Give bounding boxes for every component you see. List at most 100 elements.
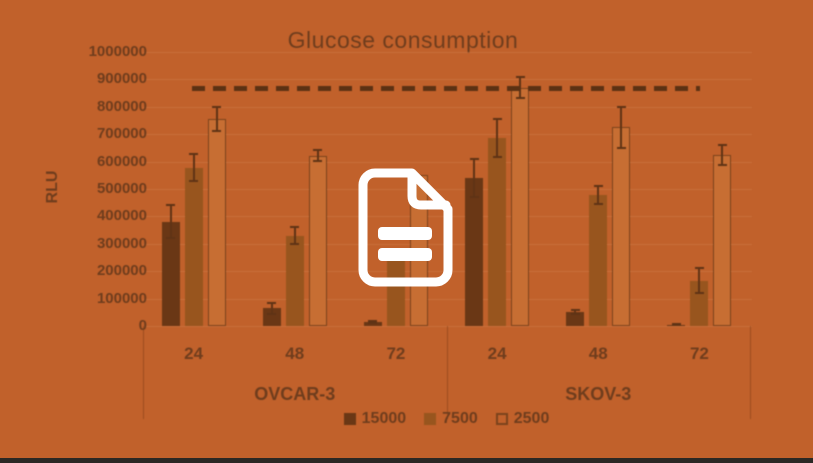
error-bar-cap <box>267 312 277 315</box>
error-bar-cap <box>368 322 378 325</box>
legend: 15000 7500 2500 <box>143 410 750 428</box>
error-bar <box>270 302 273 314</box>
error-bar-cap <box>290 242 300 245</box>
error-bar-cap <box>469 157 479 160</box>
error-bar-cap <box>267 301 277 304</box>
error-bar-cap <box>671 324 681 327</box>
document-outline <box>358 168 453 287</box>
error-bar-cap <box>212 105 222 108</box>
legend-item-2500: 2500 <box>495 410 550 428</box>
error-bar <box>316 150 319 162</box>
error-bar-cap <box>492 118 502 121</box>
y-tick-label: 400000 <box>96 207 147 225</box>
error-bar-cap <box>515 97 525 100</box>
gridline <box>143 106 752 108</box>
y-tick-label: 600000 <box>96 152 147 170</box>
threshold-dashed-line <box>192 86 700 92</box>
error-bar-cap <box>717 144 727 147</box>
legend-swatch-icon <box>424 413 437 425</box>
axis-separator <box>750 326 751 419</box>
error-bar-cap <box>368 319 378 322</box>
bar-7500-72 <box>386 257 405 326</box>
error-bar-cap <box>212 130 222 133</box>
bar-2500-48 <box>612 127 631 326</box>
error-bar <box>574 310 577 315</box>
error-bar <box>721 145 724 165</box>
document-icon <box>358 168 453 287</box>
bar-7500-24 <box>184 167 203 326</box>
document-fold-corner <box>407 170 451 210</box>
x-tick-label: 48 <box>285 344 305 363</box>
x-tick-label: 24 <box>184 344 204 363</box>
gridline <box>143 79 752 81</box>
y-tick-label: 700000 <box>96 125 147 143</box>
x-tick-label: 48 <box>588 344 608 363</box>
y-tick-label: 0 <box>30 317 147 334</box>
x-tick-label: 72 <box>689 344 709 363</box>
x-tick-label: 72 <box>386 344 406 363</box>
error-bar-cap <box>189 152 199 155</box>
error-bar-cap <box>515 76 525 79</box>
error-bar <box>496 119 499 158</box>
error-bar-cap <box>469 196 479 199</box>
error-bar-cap <box>166 204 176 207</box>
legend-swatch-icon <box>495 413 508 425</box>
bar-7500-48 <box>285 235 304 326</box>
y-tick-label: 500000 <box>96 180 147 197</box>
gridline <box>143 134 752 136</box>
bar-15000-24 <box>465 178 484 326</box>
bar-15000-48 <box>566 312 585 326</box>
gridline <box>143 298 752 300</box>
error-bar-cap <box>570 309 580 312</box>
document-text-line <box>378 227 432 240</box>
error-bar <box>597 185 600 205</box>
gridline <box>143 52 752 53</box>
error-bar-cap <box>671 322 681 325</box>
legend-label: 2500 <box>513 410 550 427</box>
axis-separator <box>447 326 448 419</box>
error-bar-cap <box>694 292 704 295</box>
error-bar-cap <box>166 237 176 240</box>
error-bar <box>192 153 195 182</box>
bottom-edge-bar <box>0 458 813 463</box>
gridline <box>143 189 752 190</box>
error-bar-cap <box>313 160 323 163</box>
y-tick-label: 100000 <box>96 289 147 307</box>
bar-2500-24 <box>511 87 530 326</box>
error-bar <box>371 320 374 324</box>
y-tick-label: 300000 <box>96 234 147 252</box>
legend-label: 15000 <box>361 410 407 427</box>
legend-item-15000: 15000 <box>343 410 407 428</box>
bar-7500-48 <box>589 195 608 326</box>
error-bar-cap <box>616 105 626 108</box>
bar-2500-48 <box>308 155 327 326</box>
bar-15000-24 <box>161 221 180 326</box>
error-bar-cap <box>492 156 502 159</box>
bar-7500-24 <box>488 138 507 326</box>
group-label-ovcar-3: OVCAR-3 <box>254 384 336 404</box>
error-bar <box>293 227 296 244</box>
chart-title: Glucose consumption <box>287 27 519 53</box>
error-bar-cap <box>593 203 603 206</box>
error-bar-cap <box>570 313 580 316</box>
error-bar-cap <box>593 184 603 187</box>
error-bar-cap <box>313 149 323 152</box>
legend-item-7500: 7500 <box>424 410 478 428</box>
legend-swatch-icon <box>343 413 356 425</box>
bar-15000-48 <box>262 308 281 326</box>
document-text-line <box>378 248 432 261</box>
y-tick-label: 200000 <box>96 262 147 280</box>
axis-separator <box>143 326 144 419</box>
error-bar <box>698 268 701 294</box>
bar-2500-72 <box>713 155 732 326</box>
error-bar-cap <box>616 146 626 149</box>
error-bar <box>620 106 623 148</box>
x-tick-label: 24 <box>487 344 507 363</box>
y-tick-label: 800000 <box>96 97 147 115</box>
y-tick-label: 1000000 <box>88 43 147 60</box>
bar-2500-24 <box>207 119 226 326</box>
legend-label: 7500 <box>442 410 478 427</box>
gridline <box>143 161 752 163</box>
error-bar <box>215 106 218 132</box>
